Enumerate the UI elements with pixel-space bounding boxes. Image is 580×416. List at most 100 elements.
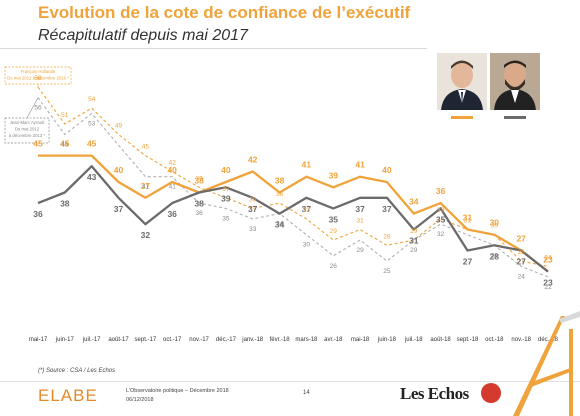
data-label-s3-1: 49 xyxy=(61,142,69,149)
data-label-s0-10: 41 xyxy=(302,160,312,170)
data-label-s3-14: 29 xyxy=(410,247,418,254)
data-labels-layer: 45 45 454037403840423841394140343631302723… xyxy=(33,75,553,291)
data-label-s1-5: 36 xyxy=(167,209,177,219)
data-label-s3-7: 35 xyxy=(222,215,230,222)
data-label-s3-6: 36 xyxy=(195,210,203,217)
data-label-s2-9: 36 xyxy=(276,191,284,198)
data-label-s1-1: 38 xyxy=(60,199,70,209)
data-label-s0-3: 40 xyxy=(114,165,124,175)
data-label-s0-1: 45 xyxy=(60,139,70,149)
data-label-s3-13: 25 xyxy=(383,268,391,275)
x-tick-label-18: nov.-18 xyxy=(511,337,531,343)
x-tick-label-13: juin-18 xyxy=(377,337,397,343)
data-label-s0-18: 27 xyxy=(516,234,526,244)
data-label-s2-2: 54 xyxy=(88,96,96,103)
header-divider xyxy=(0,48,427,49)
data-label-s2-5: 42 xyxy=(169,160,177,167)
data-label-s2-18: 25 xyxy=(518,249,526,256)
x-tick-label-6: nov.-17 xyxy=(189,337,209,343)
data-label-s1-2: 43 xyxy=(87,172,97,182)
data-label-s2-16: 31 xyxy=(464,218,472,225)
data-label-s0-11: 39 xyxy=(329,170,339,180)
macron-portrait xyxy=(437,53,487,110)
data-label-s2-11: 29 xyxy=(330,228,338,235)
data-label-s2-13: 28 xyxy=(383,233,391,240)
data-label-s3-17: 28 xyxy=(491,252,499,259)
data-label-s3-19: 22 xyxy=(544,284,552,291)
data-label-s0-4: 37 xyxy=(141,181,151,191)
publication-date: 06/12/2018 xyxy=(126,397,154,403)
annotations-layer: François Hollande Du mai 2012 à décembre … xyxy=(4,66,72,144)
data-label-s0-19: 23 xyxy=(543,255,553,265)
data-label-s1-0: 36 xyxy=(33,209,43,219)
data-label-s2-14: 29 xyxy=(410,228,418,235)
solid-series-layer xyxy=(37,154,549,273)
data-label-s1-13: 37 xyxy=(382,204,392,214)
x-tick-label-8: janv.-18 xyxy=(241,337,264,343)
x-tick-label-15: août-18 xyxy=(430,337,451,343)
data-label-s0-5: 40 xyxy=(167,165,177,175)
annotation-text-1-1: Du mai 2012 xyxy=(15,127,40,132)
data-label-s2-8: 35 xyxy=(249,196,257,203)
series-line-0 xyxy=(38,154,549,273)
elabe-logo: ELABE xyxy=(38,386,98,405)
annotation-box-1 xyxy=(4,117,50,144)
data-label-s1-12: 37 xyxy=(355,204,365,214)
data-label-s0-6: 38 xyxy=(194,176,204,186)
data-label-s2-3: 49 xyxy=(115,123,123,130)
data-label-s3-11: 26 xyxy=(330,263,338,270)
data-label-s0-9: 38 xyxy=(275,176,285,186)
legend-philippe-swatch xyxy=(504,116,526,119)
data-label-s0-15: 36 xyxy=(436,186,446,196)
data-label-s3-8: 33 xyxy=(249,226,257,233)
elabe-a-logo-icon xyxy=(513,311,580,416)
data-label-s1-14: 31 xyxy=(409,236,419,246)
data-label-s2-17: 30 xyxy=(491,223,499,230)
data-label-s1-9: 34 xyxy=(275,220,285,230)
page-subtitle: Récapitulatif depuis mai 2017 xyxy=(38,27,248,44)
annotation-text-1-0: Jean-Marc Ayrault xyxy=(10,120,45,125)
data-label-s1-15: 35 xyxy=(436,214,446,224)
data-label-s3-2: 53 xyxy=(88,121,96,128)
publication-info: L’Observatoire politique – Décembre 2018… xyxy=(126,387,229,405)
data-label-s0-16: 31 xyxy=(463,213,473,223)
data-label-s0-12: 41 xyxy=(355,160,365,170)
data-label-s1-4: 32 xyxy=(141,230,151,240)
confidence-chart: François Hollande Du mai 2012 à décembre … xyxy=(4,66,559,343)
data-label-s1-10: 37 xyxy=(302,204,312,214)
data-label-s0-2: 45 xyxy=(87,139,97,149)
annotation-text-0-1: Du mai 2012 à décembre 2016 * xyxy=(7,76,69,81)
data-label-s1-11: 35 xyxy=(329,214,339,224)
data-label-s2-1: 51 xyxy=(61,112,69,119)
data-label-s1-19: 23 xyxy=(543,278,553,288)
x-tick-label-7: déc.-17 xyxy=(216,337,237,343)
x-tick-label-17: oct.-18 xyxy=(485,337,504,343)
data-label-s0-0: 45 xyxy=(33,139,43,149)
data-label-s2-15: 33 xyxy=(437,207,445,214)
data-label-s1-8: 37 xyxy=(248,204,258,214)
x-tick-label-11: avr.-18 xyxy=(324,337,343,343)
annotation-text-1-2: à décembre 2013 * xyxy=(9,133,46,138)
x-tick-label-0: mai-17 xyxy=(29,337,48,343)
x-tick-label-12: mai-18 xyxy=(351,337,370,343)
x-tick-label-3: août-17 xyxy=(108,337,129,343)
legend-macron-swatch xyxy=(451,116,473,119)
x-tick-label-9: févr.-18 xyxy=(270,337,291,343)
x-tick-label-2: juil.-17 xyxy=(82,337,101,343)
series-line-3 xyxy=(37,97,549,278)
data-label-s0-8: 42 xyxy=(248,155,258,165)
dashed-series-layer xyxy=(37,86,549,278)
lesechos-badge-icon xyxy=(481,383,501,403)
data-label-s3-18: 24 xyxy=(518,273,526,280)
data-label-s3-0: 56 xyxy=(34,105,42,112)
philippe-portrait xyxy=(490,53,540,110)
x-tick-label-14: juil.-18 xyxy=(404,337,423,343)
x-tick-label-10: mars-18 xyxy=(295,337,318,343)
data-label-s0-7: 40 xyxy=(221,165,231,175)
data-label-s2-12: 31 xyxy=(356,218,364,225)
page-title: Evolution de la cote de confiance de l’e… xyxy=(38,3,411,22)
x-tick-label-16: sept.-18 xyxy=(457,337,479,343)
annotation-text-0-0: François Hollande xyxy=(21,69,56,74)
data-label-s2-4: 45 xyxy=(142,144,150,151)
data-label-s0-13: 40 xyxy=(382,165,392,175)
